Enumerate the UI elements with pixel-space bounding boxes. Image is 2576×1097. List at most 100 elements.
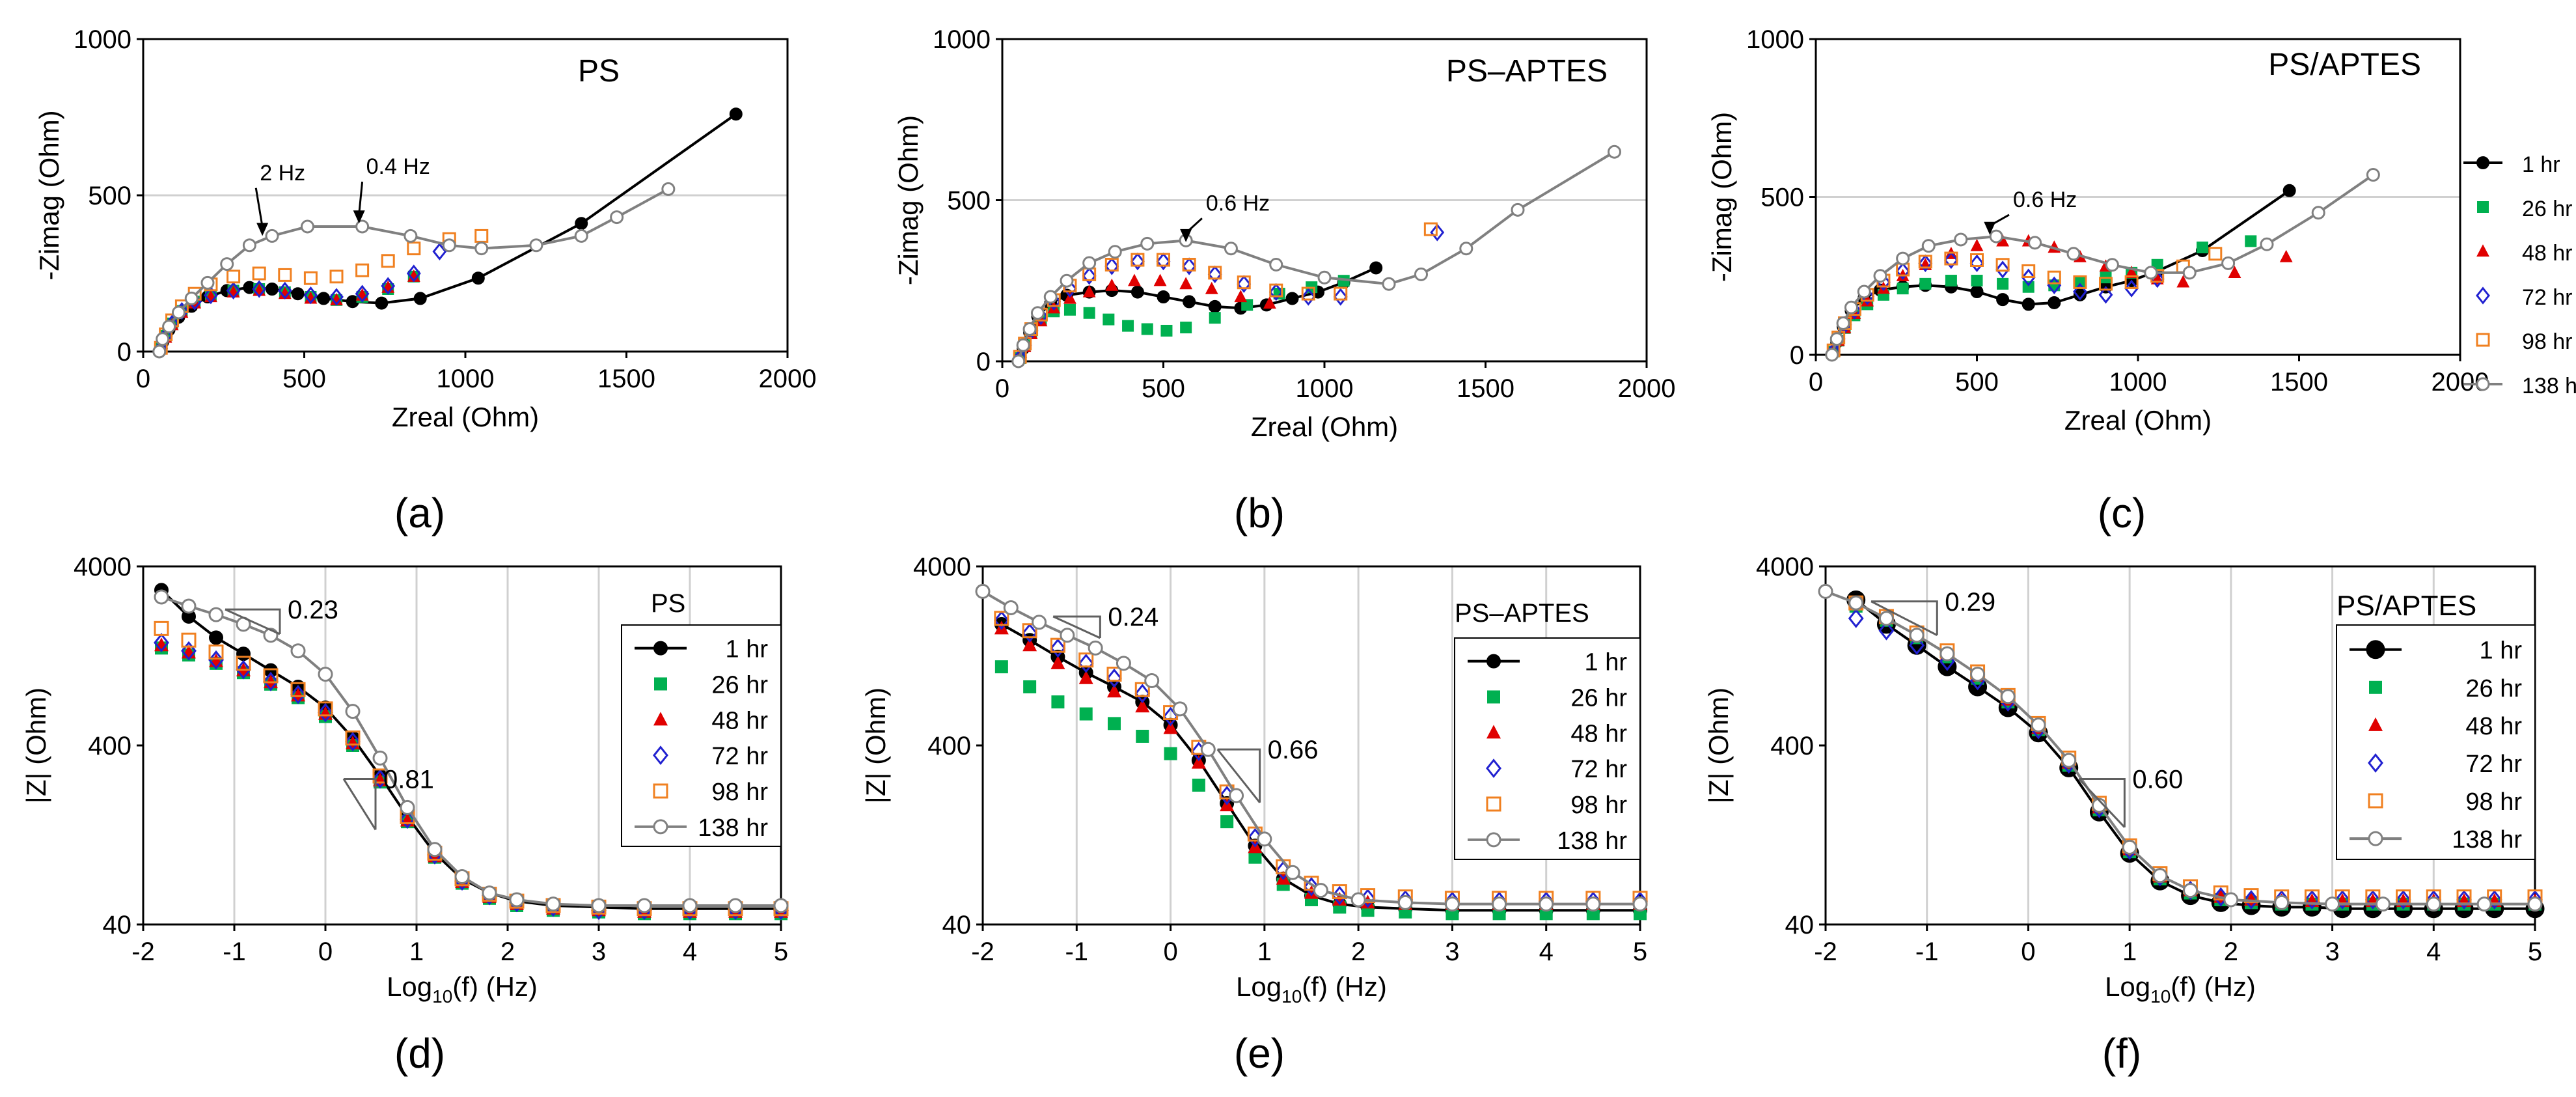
x-tick-label: 1500: [1457, 374, 1514, 403]
annotation: 0.6 Hz: [1984, 187, 2077, 235]
legend-marker: [653, 712, 668, 726]
data-point: [1430, 223, 1445, 242]
data-point: [345, 730, 361, 746]
x-tick-label: 2: [1351, 937, 1365, 966]
slope-label: 0.29: [1945, 588, 1995, 617]
data-point: [290, 684, 306, 704]
data-point: [1022, 623, 1037, 639]
data-point: [236, 660, 251, 680]
data-point: [1179, 277, 1193, 290]
data-point: [1237, 275, 1252, 293]
data-point: [432, 242, 447, 261]
annotation-arrow: [358, 182, 364, 215]
y-axis-label: -Zimag (Ohm): [893, 115, 924, 285]
legend-label: 1 hr: [726, 636, 769, 663]
y-tick-label: 40: [942, 911, 972, 939]
slope-label: 0.23: [288, 596, 338, 624]
data-point: [2245, 235, 2257, 247]
legend-marker: [653, 783, 668, 799]
data-point: [1848, 608, 1864, 628]
legend-label: 98 hr: [711, 779, 768, 806]
x-tick-label: 0: [136, 365, 150, 393]
data-point: [318, 702, 333, 723]
legend-marker: [2476, 244, 2489, 257]
series-138-hr: [152, 182, 676, 359]
data-point: [372, 769, 388, 789]
data-point: [1107, 684, 1121, 698]
data-point: [1919, 277, 1932, 290]
data-point: [1130, 253, 1145, 267]
data-point: [1921, 239, 1936, 253]
data-point: [209, 630, 223, 645]
data-point: [2125, 266, 2138, 278]
data-point: [1382, 277, 1396, 291]
data-point: [1047, 301, 1061, 314]
data-point: [1136, 729, 1149, 743]
slope-line: [225, 608, 281, 635]
data-point: [318, 701, 333, 717]
annotation: 0.23: [225, 596, 338, 635]
data-point: [1106, 668, 1122, 688]
data-point: [1301, 288, 1316, 306]
data-point: [1164, 747, 1177, 760]
data-point: [591, 898, 607, 913]
data-point: [2048, 279, 2061, 292]
data-point: [1996, 234, 2009, 247]
legend-label: 26 hr: [2522, 197, 2573, 221]
data-point: [1269, 283, 1283, 298]
series-138-hr: [1011, 145, 1621, 368]
data-point: [1909, 635, 1925, 656]
data-point: [355, 263, 370, 277]
data-point: [1128, 273, 1141, 286]
data-point: [278, 286, 292, 299]
x-tick-label: 4: [2426, 937, 2441, 966]
x-tick-label: -1: [1065, 937, 1088, 966]
x-tick-label: -1: [1915, 937, 1939, 966]
data-point: [1285, 292, 1299, 305]
data-point: [1897, 283, 1909, 295]
data-point: [1208, 299, 1222, 313]
x-tick-label: -2: [131, 937, 155, 966]
data-point: [1829, 332, 1844, 346]
data-point: [1877, 281, 1890, 294]
legend-marker: [1486, 796, 1501, 812]
data-point: [1078, 670, 1093, 684]
legend-marker: [1487, 654, 1501, 669]
panel-label: (b): [1234, 490, 1285, 536]
data-point: [575, 217, 588, 230]
data-point: [1050, 637, 1065, 653]
data-point: [729, 107, 743, 121]
chart-title: PS: [578, 54, 620, 89]
data-point: [303, 271, 318, 285]
data-point: [1836, 316, 1850, 330]
data-point: [1082, 285, 1096, 298]
data-point: [2304, 890, 2320, 910]
data-point: [1873, 269, 1887, 283]
data-point: [1022, 322, 1037, 336]
data-point: [1301, 286, 1315, 301]
data-point: [994, 611, 1009, 626]
data-point: [1078, 652, 1094, 668]
data-point: [355, 219, 370, 234]
x-tick-label: 2000: [759, 365, 817, 393]
legend-label: 1 hr: [1585, 649, 1628, 676]
data-point: [2213, 885, 2228, 901]
legend-marker: [654, 677, 667, 691]
data-point: [2213, 887, 2229, 907]
data-point: [1970, 285, 1984, 298]
annotation-label: 0.6 Hz: [1206, 191, 1270, 215]
data-point: [1104, 257, 1119, 275]
data-point: [381, 277, 396, 295]
data-point: [1285, 865, 1300, 880]
series-138-hr: [1818, 583, 2543, 912]
data-point: [1144, 673, 1160, 689]
data-point: [637, 898, 652, 913]
legend-box: [621, 624, 782, 847]
chart-panel-b: 0 500 1000 1500 2000 0 500 1000 Zreal (Ohm) -Zima…: [893, 25, 1675, 536]
data-point: [2124, 279, 2139, 298]
data-point: [1182, 258, 1196, 271]
legend-marker: [1486, 758, 1501, 779]
data-point: [1304, 877, 1319, 896]
data-point: [1237, 275, 1251, 290]
